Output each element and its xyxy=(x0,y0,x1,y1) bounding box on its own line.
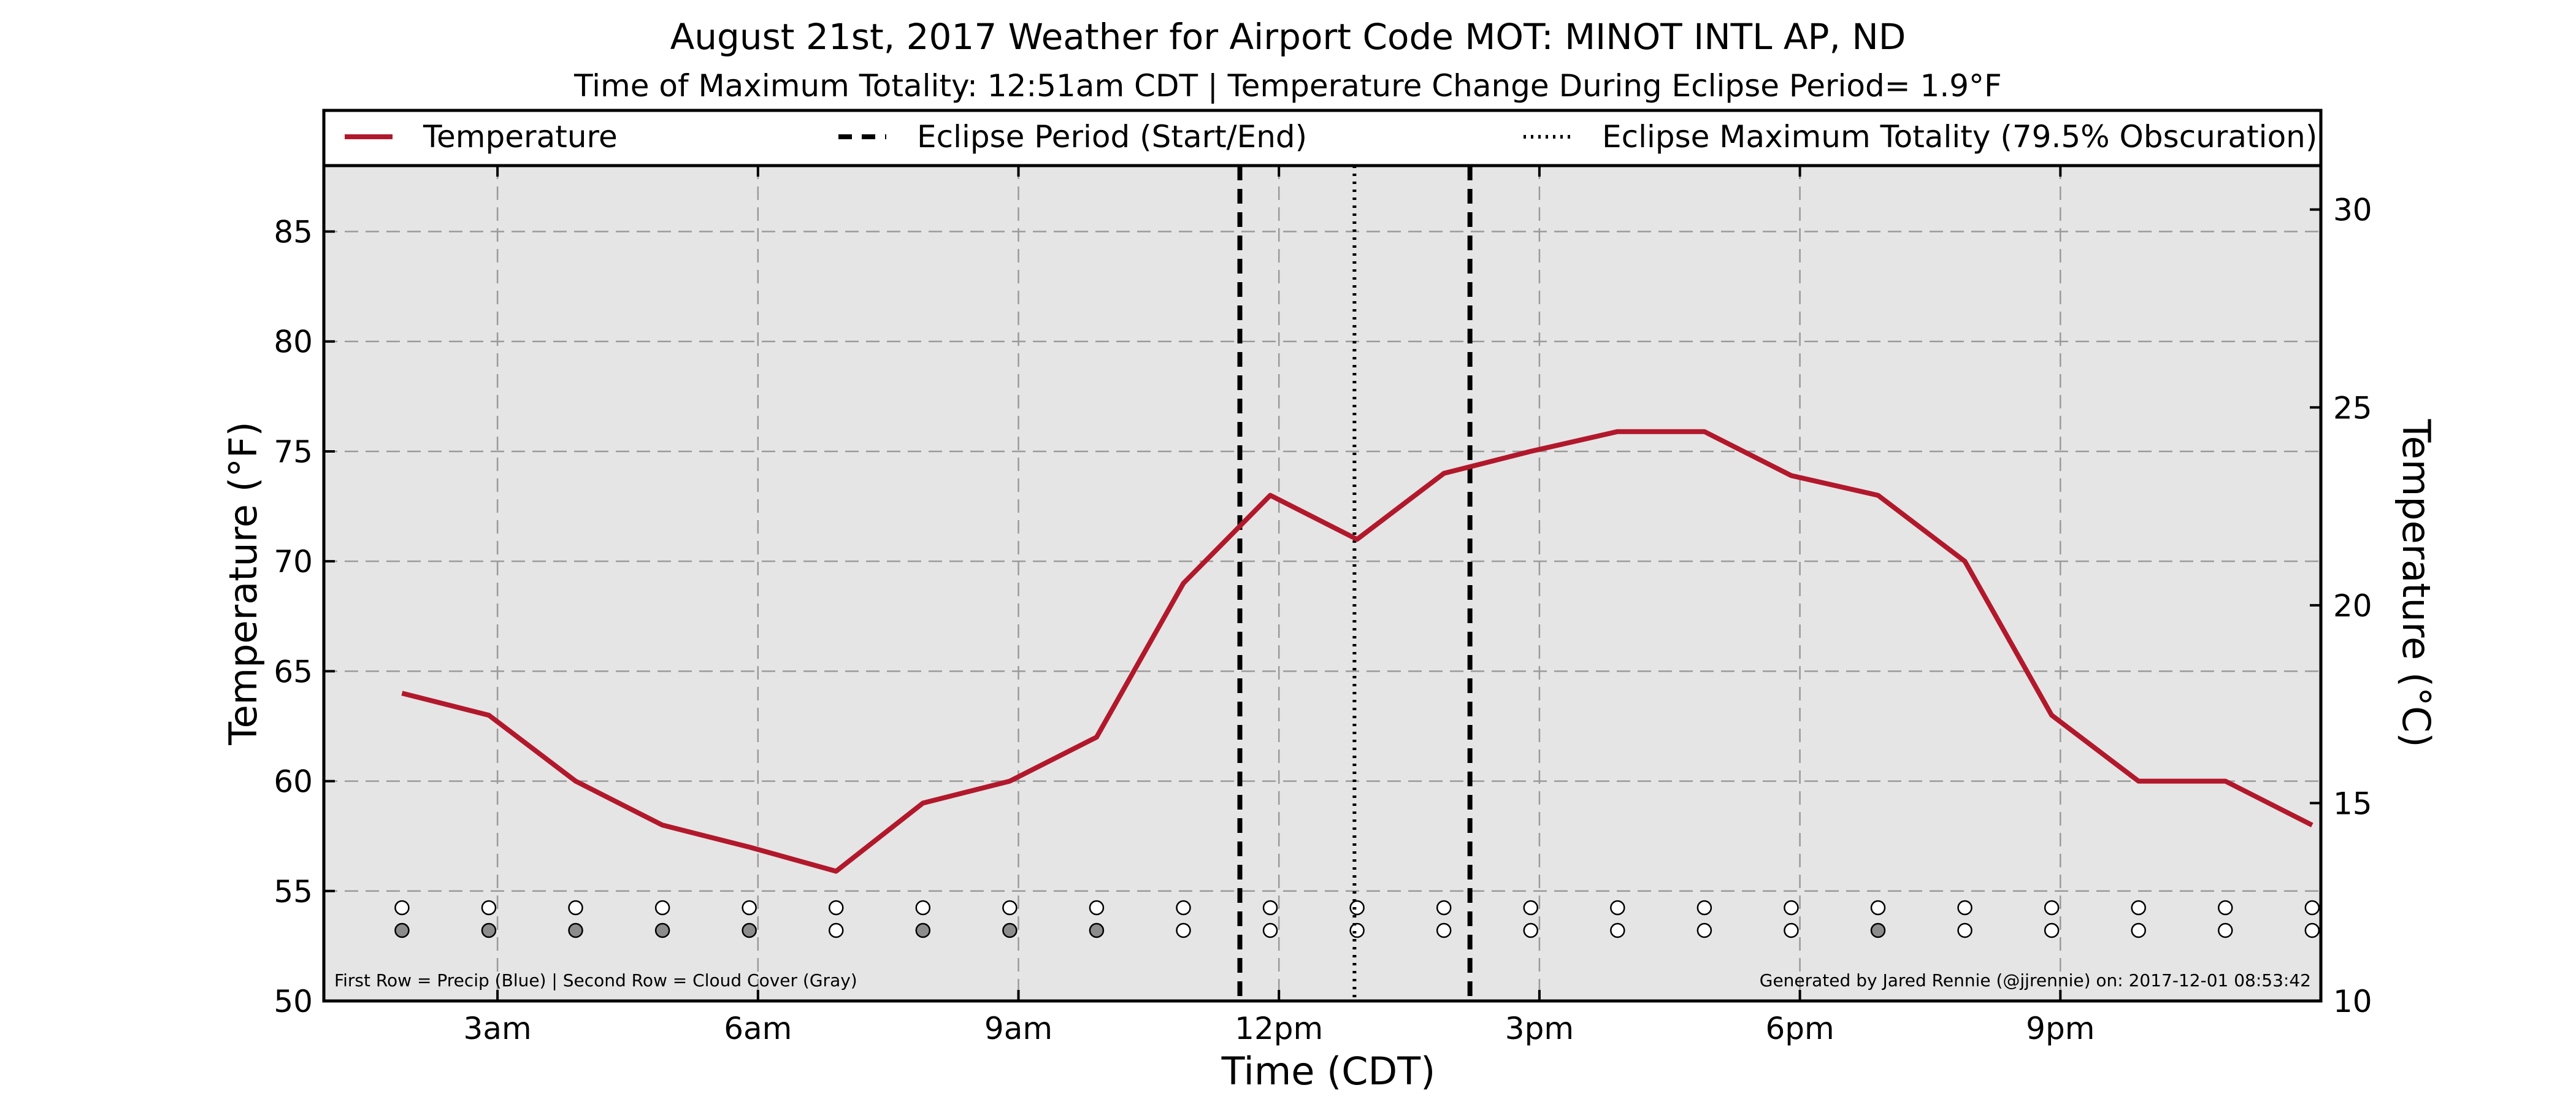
precip-marker xyxy=(742,900,757,916)
cloud-cover-marker xyxy=(2304,922,2320,938)
legend: Temperature Eclipse Period (Start/End) E… xyxy=(322,109,2323,167)
precip-marker xyxy=(1870,900,1886,916)
precip-marker xyxy=(915,900,931,916)
y-tick-label-left: 70 xyxy=(274,544,313,580)
precip-marker xyxy=(1610,900,1625,916)
precip-marker xyxy=(1349,900,1365,916)
cloud-cover-marker xyxy=(1262,922,1278,938)
cloud-cover-marker xyxy=(1696,922,1712,938)
series-layer xyxy=(401,429,2313,874)
cloud-cover-marker xyxy=(2131,922,2146,938)
precip-marker xyxy=(2131,900,2146,916)
precip-marker xyxy=(481,900,497,916)
precip-marker xyxy=(654,900,670,916)
precip-marker xyxy=(568,900,583,916)
series-line-temperature xyxy=(401,429,2313,874)
cloud-cover-marker xyxy=(1957,922,1972,938)
cloud-cover-marker xyxy=(394,922,410,938)
cloud-cover-marker xyxy=(568,922,583,938)
precip-marker xyxy=(1002,900,1018,916)
x-axis-label: Time (CDT) xyxy=(1221,1049,1436,1094)
cloud-cover-marker xyxy=(481,922,497,938)
x-axis: 3am 6am 9am 12pm 3pm 6pm 9pm xyxy=(464,166,2095,1046)
precip-marker xyxy=(2044,900,2060,916)
y-tick-label-right: 20 xyxy=(2333,588,2372,624)
x-tick-label: 9am xyxy=(984,1011,1052,1046)
precip-marker xyxy=(2304,900,2320,916)
precip-marker xyxy=(1784,900,1799,916)
cloud-cover-marker xyxy=(1523,922,1539,938)
chart-title: August 21st, 2017 Weather for Airport Co… xyxy=(670,16,1906,58)
y-tick-label-left: 75 xyxy=(274,434,313,470)
y-tick-label-left: 55 xyxy=(274,874,313,910)
y-tick-label-left: 60 xyxy=(274,764,313,800)
indicator-rows xyxy=(394,900,2320,938)
y-axis-left: 50 55 60 65 70 75 80 85 xyxy=(274,215,335,1019)
cloud-cover-marker xyxy=(2218,922,2233,938)
precip-marker xyxy=(394,900,410,916)
y-tick-label-right: 15 xyxy=(2333,786,2372,821)
precip-marker xyxy=(1089,900,1105,916)
x-tick-label: 6pm xyxy=(1765,1011,1834,1046)
eclipse-lines xyxy=(1237,166,1473,1001)
precip-marker xyxy=(1436,900,1452,916)
cloud-cover-marker xyxy=(742,922,757,938)
y-axis-label-right: Temperature (°C) xyxy=(2394,418,2439,747)
legend-box xyxy=(322,109,2323,167)
cloud-cover-marker xyxy=(654,922,670,938)
y-tick-label-right: 25 xyxy=(2333,390,2372,426)
precip-marker xyxy=(1523,900,1539,916)
y-axis-right: 10 15 20 25 30 xyxy=(2310,193,2372,1019)
cloud-cover-marker xyxy=(915,922,931,938)
cloud-cover-marker xyxy=(1784,922,1799,938)
y-axis-label-left: Temperature (°F) xyxy=(221,421,266,745)
cloud-cover-marker xyxy=(1002,922,1018,938)
cloud-cover-marker xyxy=(1176,922,1191,938)
precip-marker xyxy=(1262,900,1278,916)
cloud-cover-marker xyxy=(1610,922,1625,938)
x-tick-label: 12pm xyxy=(1235,1011,1323,1046)
y-tick-label-left: 50 xyxy=(274,984,313,1019)
cloud-cover-marker xyxy=(1870,922,1886,938)
precip-marker xyxy=(2218,900,2233,916)
y-tick-label-left: 65 xyxy=(274,654,313,689)
x-tick-label: 6am xyxy=(724,1011,792,1046)
chart-subtitle: Time of Maximum Totality: 12:51am CDT | … xyxy=(573,68,2002,104)
x-tick-label: 3pm xyxy=(1505,1011,1574,1046)
footnote-left: First Row = Precip (Blue) | Second Row =… xyxy=(334,970,857,991)
legend-label-temperature: Temperature xyxy=(423,119,618,155)
y-tick-label-left: 80 xyxy=(274,324,313,360)
legend-label-eclipse-max: Eclipse Maximum Totality (79.5% Obscurat… xyxy=(1602,119,2317,155)
precip-marker xyxy=(1696,900,1712,916)
y-tick-label-right: 30 xyxy=(2333,193,2372,228)
plot-area xyxy=(324,166,2321,1001)
x-tick-label: 3am xyxy=(464,1011,532,1046)
precip-marker xyxy=(1176,900,1191,916)
precip-marker xyxy=(1957,900,1972,916)
cloud-cover-marker xyxy=(1089,922,1105,938)
grid-lines xyxy=(324,166,2321,1001)
cloud-cover-marker xyxy=(2044,922,2060,938)
precip-marker xyxy=(828,900,844,916)
cloud-cover-marker xyxy=(1349,922,1365,938)
y-tick-label-right: 10 xyxy=(2333,984,2372,1019)
y-tick-label-left: 85 xyxy=(274,215,313,250)
footnote-right: Generated by Jared Rennie (@jjrennie) on… xyxy=(1760,970,2311,991)
x-tick-label: 9pm xyxy=(2026,1011,2095,1046)
legend-label-eclipse-period: Eclipse Period (Start/End) xyxy=(917,119,1307,155)
cloud-cover-marker xyxy=(1436,922,1452,938)
cloud-cover-marker xyxy=(828,922,844,938)
